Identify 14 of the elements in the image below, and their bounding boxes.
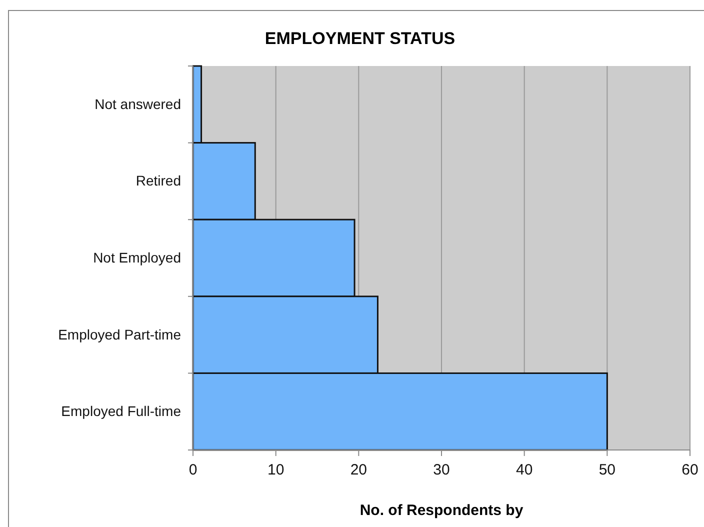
x-tick-label: 20 [350,462,368,479]
y-tick-label: Employed Full-time [61,403,182,420]
x-tick-label: 50 [598,462,616,479]
x-tick-label: 60 [682,462,698,479]
x-tick-label: 40 [516,462,533,479]
y-tick-label: Employed Part-time [58,326,182,342]
x-tick-label: 30 [433,462,450,479]
x-axis-title: No. of Respondents by [360,502,524,519]
y-tick-label: Not answered [94,96,181,112]
x-tick-label: 10 [267,462,284,479]
y-tick-label: Retired [136,172,181,189]
chart-title: EMPLOYMENT STATUS [264,29,456,48]
y-tick-label: Not Employed [93,249,181,266]
x-tick-label: 0 [188,462,198,479]
